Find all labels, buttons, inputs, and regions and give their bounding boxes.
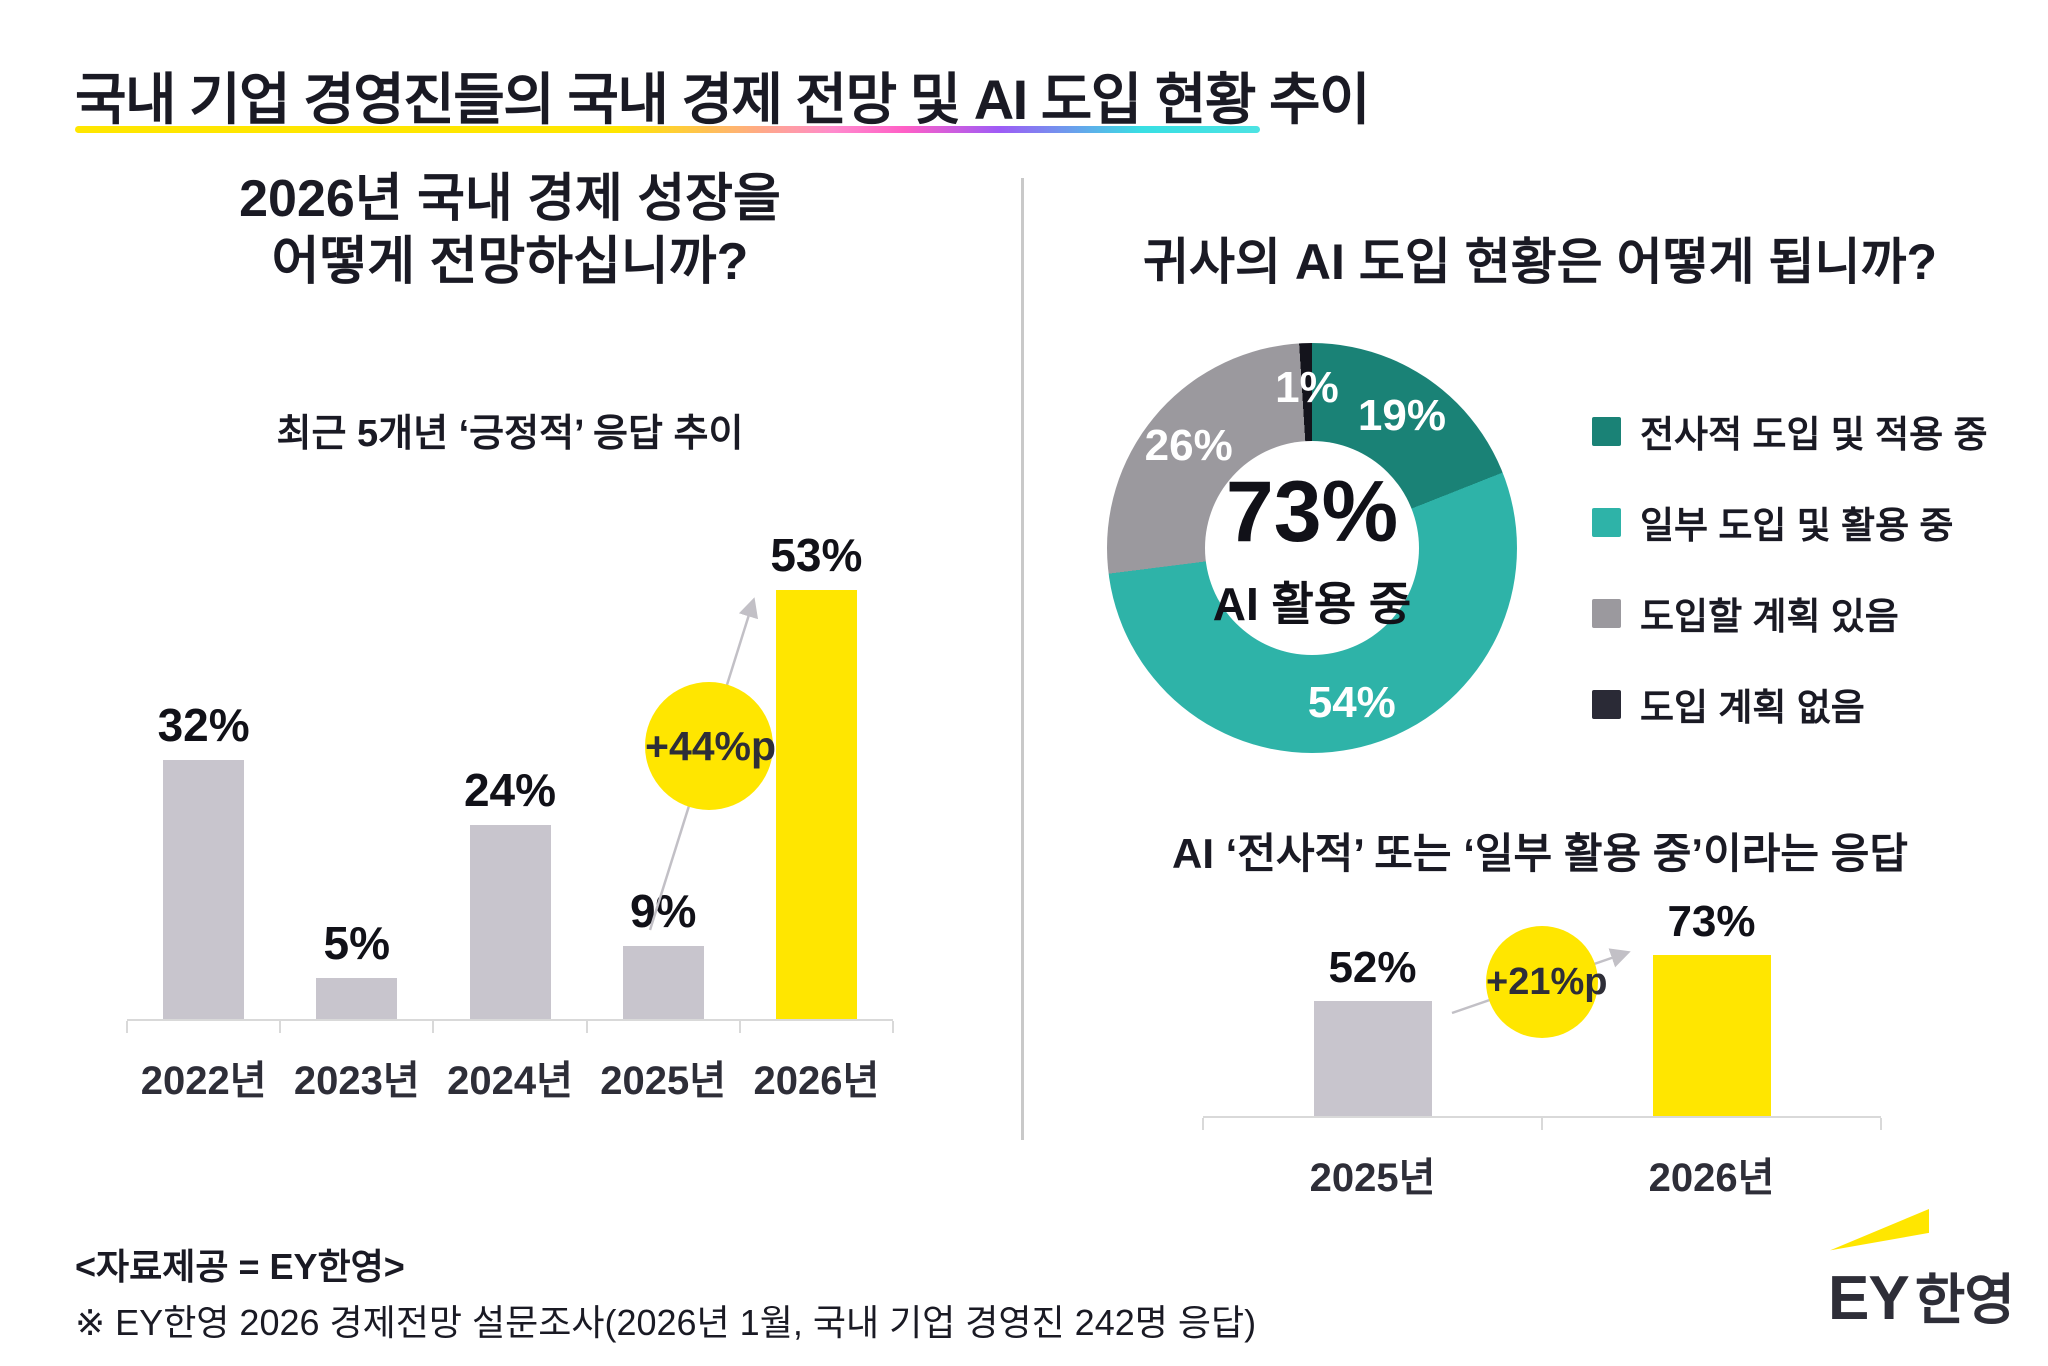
bar-2026년: [775, 590, 857, 1019]
donut-center-label: AI 활용 중: [1212, 578, 1412, 630]
legend-item: 도입할 계획 있음: [1592, 586, 1987, 640]
x-axis-tick: [1541, 1118, 1543, 1130]
donut-segment-label: 1%: [1275, 363, 1339, 413]
ey-logo-text: EY 한영: [1828, 1255, 2015, 1335]
legend-label: 도입 계획 없음: [1640, 687, 1865, 728]
bar-value-label: 53%: [770, 529, 863, 581]
bar-value-label: 24%: [463, 764, 557, 816]
bar-value-label: 32%: [157, 699, 250, 751]
left-question-line2: 어떻게 전망하십니까?: [271, 233, 749, 292]
x-axis-category-label: 2025년: [1309, 1156, 1436, 1200]
x-axis-tick: [126, 1021, 128, 1033]
donut-segment-label: 54%: [1307, 677, 1396, 727]
delta-badge-21p: +21%p: [1486, 926, 1607, 1038]
x-axis-tick: [1880, 1118, 1882, 1130]
donut-segment-label: 26%: [1144, 421, 1233, 470]
x-axis-line: [127, 1019, 893, 1021]
bar-2025년: [1313, 1001, 1432, 1116]
legend-swatch-icon: [1592, 598, 1621, 628]
left-question-title: 2026년 국내 경제 성장을 어떻게 전망하십니까?: [140, 168, 880, 295]
donut-hole: [1205, 441, 1419, 655]
delta-badge-44p: +44%p: [645, 682, 776, 810]
bar-2022년: [163, 760, 245, 1019]
legend-item: 일부 도입 및 활용 중: [1592, 495, 1987, 549]
x-axis-category-label: 2022년: [140, 1059, 267, 1103]
donut-chart-title: 귀사의 AI 도입 현황은 어떻게 됩니까?: [1143, 234, 1937, 290]
legend-item: 전사적 도입 및 적용 중: [1592, 404, 1987, 458]
ey-logo-suffix: 한영: [1914, 1269, 2015, 1331]
legend-label: 전사적 도입 및 적용 중: [1640, 414, 1988, 455]
x-axis-category-label: 2026년: [753, 1059, 880, 1103]
left-chart-subtitle: 최근 5개년 ‘긍정적’ 응답 추이: [276, 413, 744, 455]
ai-usage-bar-chart: 52% 2025년 73% 2026년: [1202, 897, 1882, 1200]
x-axis-tick: [1202, 1118, 1204, 1130]
bar-2026년: [1652, 955, 1771, 1116]
source-credit: <자료제공 = EY한영>: [75, 1246, 405, 1287]
legend-label: 일부 도입 및 활용 중: [1640, 505, 1954, 546]
x-axis-category-label: 2024년: [447, 1059, 573, 1103]
ai-usage-bar-chart-title: AI ‘전사적’ 또는 ‘일부 활용 중’이라는 응답: [1172, 830, 1908, 877]
x-axis-tick: [585, 1021, 588, 1033]
legend-swatch-icon: [1592, 416, 1621, 446]
donut-segment-label: 19%: [1357, 390, 1446, 440]
title-gradient-underline: [75, 126, 1260, 133]
x-axis-line: [1203, 1116, 1881, 1118]
left-question-line1: 2026년 국내 경제 성장을: [239, 170, 781, 228]
legend-swatch-icon: [1592, 507, 1621, 537]
bar-value-label: 5%: [323, 917, 391, 969]
x-axis-category-label: 2026년: [1648, 1156, 1775, 1200]
x-axis-tick: [279, 1021, 282, 1033]
economy-outlook-bar-chart: 32% 2022년 5% 2023년 24% 2024년 9% 2025년 53% 2026년: [126, 529, 894, 1103]
bar-2024년: [469, 825, 551, 1019]
x-axis-tick: [432, 1021, 435, 1033]
bar-2025년: [622, 946, 704, 1019]
x-axis-tick: [892, 1021, 894, 1033]
ey-logo-ey: EY: [1828, 1264, 1910, 1333]
ey-hanyoung-logo: EY 한영: [1828, 1203, 2018, 1343]
x-axis-category-label: 2025년: [600, 1059, 727, 1103]
legend-label: 도입할 계획 있음: [1640, 596, 1899, 637]
source-note: ※ EY한영 2026 경제전망 설문조사(2026년 1월, 국내 기업 경영…: [75, 1302, 1257, 1343]
donut-center-value: 73%: [1225, 464, 1399, 560]
page-title: 국내 기업 경영진들의 국내 경제 전망 및 AI 도입 현황 추이: [75, 68, 1371, 131]
ey-beam-icon: [1830, 1209, 1929, 1251]
legend-item: 도입 계획 없음: [1592, 677, 1987, 731]
x-axis-tick: [738, 1021, 741, 1033]
bar-value-label: 52%: [1328, 943, 1417, 992]
bar-2023년: [316, 978, 398, 1019]
vertical-section-divider: [1021, 178, 1024, 1140]
x-axis-category-label: 2023년: [293, 1059, 420, 1103]
legend-swatch-icon: [1592, 689, 1621, 719]
bar-value-label: 9%: [629, 885, 697, 937]
bar-value-label: 73%: [1667, 897, 1756, 946]
